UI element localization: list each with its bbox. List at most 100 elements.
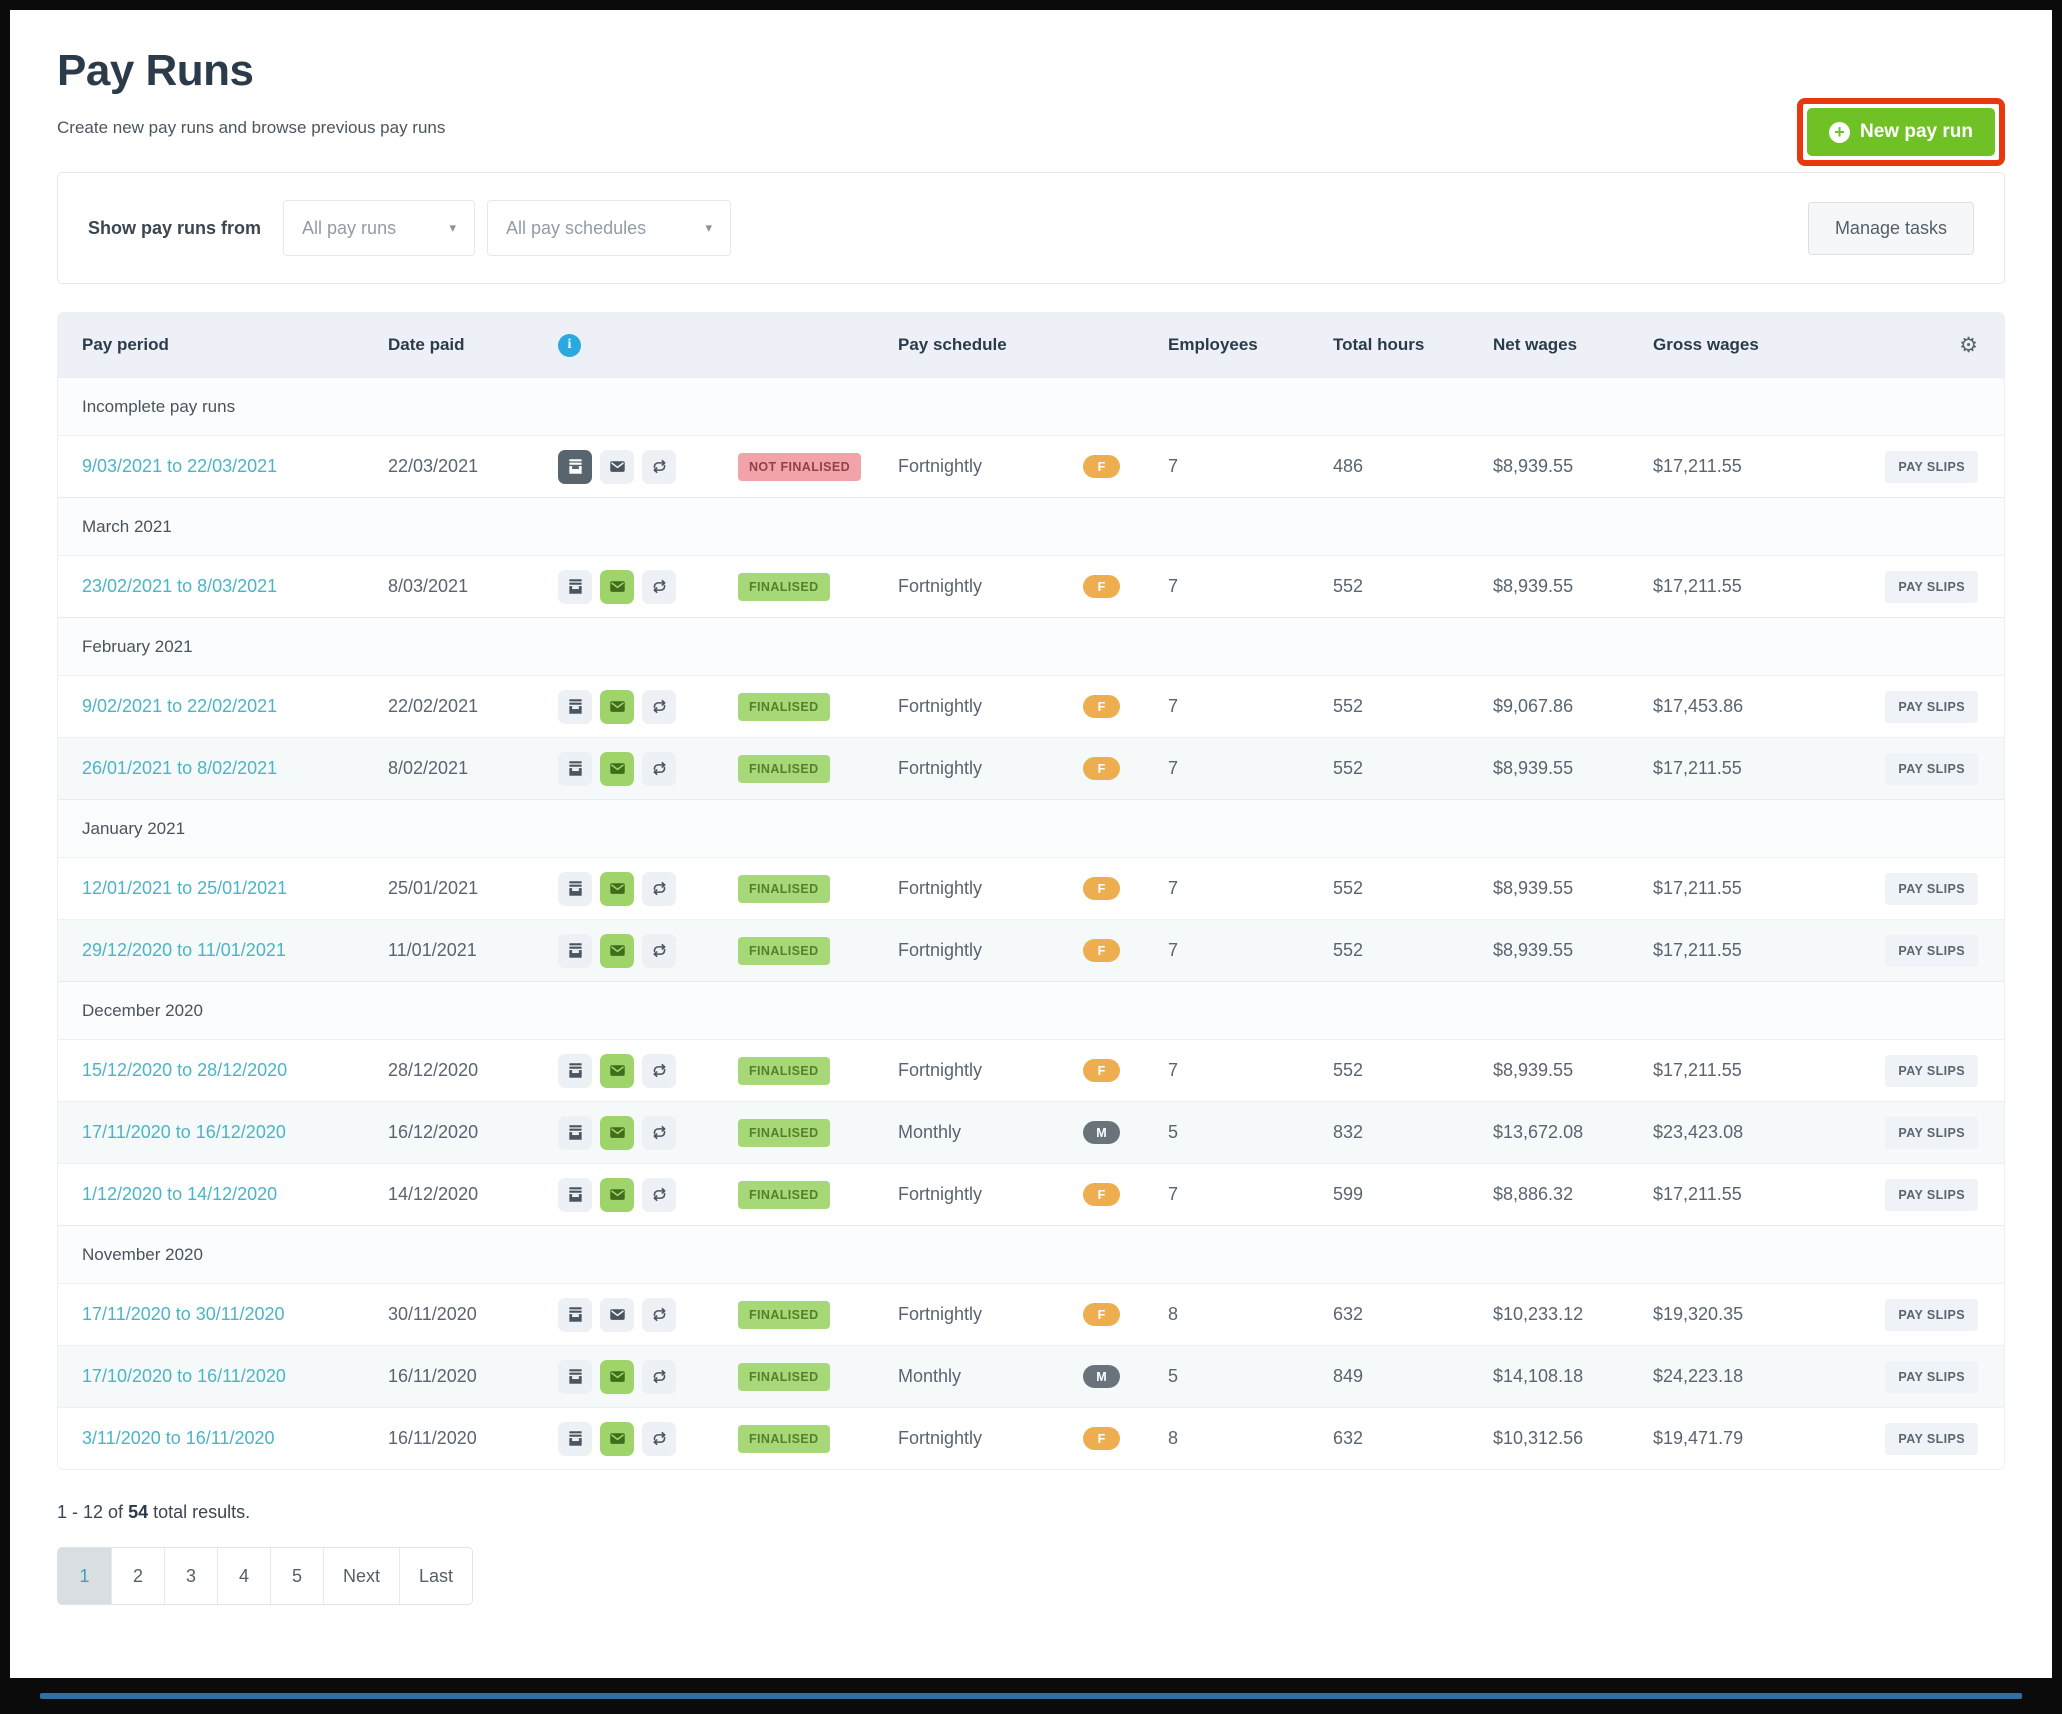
pay-slips-button[interactable]: PAY SLIPS (1885, 1178, 1978, 1211)
date-paid: 22/03/2021 (388, 456, 479, 476)
page-button-1[interactable]: 1 (58, 1548, 111, 1604)
journal-icon[interactable] (558, 449, 592, 484)
envelope-icon[interactable] (600, 1421, 634, 1456)
row-action-icons (558, 933, 676, 968)
envelope-icon[interactable] (600, 871, 634, 906)
pay-slips-button[interactable]: PAY SLIPS (1885, 690, 1978, 723)
refresh-icon[interactable] (642, 689, 676, 724)
envelope-icon[interactable] (600, 933, 634, 968)
envelope-icon[interactable] (600, 751, 634, 786)
refresh-icon[interactable] (642, 1053, 676, 1088)
pay-runs-filter-dropdown[interactable]: All pay runs ▾ (283, 200, 476, 256)
journal-icon[interactable] (558, 871, 592, 906)
col-date-paid: Date paid (388, 335, 465, 354)
total-hours: 552 (1333, 1060, 1364, 1080)
table-row: 29/12/2020 to 11/01/2021 11/01/2021 FINALI… (58, 919, 2004, 981)
row-action-icons (558, 1421, 676, 1456)
manage-tasks-button[interactable]: Manage tasks (1807, 201, 1974, 255)
table-header-row: Pay period Date paid i Pay schedule Empl… (58, 313, 2004, 377)
pay-period-link[interactable]: 17/10/2020 to 16/11/2020 (82, 1366, 286, 1386)
pay-schedules-filter-dropdown[interactable]: All pay schedules ▾ (487, 200, 732, 256)
gross-wages: $19,471.79 (1653, 1428, 1744, 1448)
pay-period-link[interactable]: 23/02/2021 to 8/03/2021 (82, 576, 278, 596)
refresh-icon[interactable] (642, 1359, 676, 1394)
pay-slips-button[interactable]: PAY SLIPS (1885, 1054, 1978, 1087)
envelope-icon[interactable] (600, 689, 634, 724)
page-button-5[interactable]: 5 (270, 1548, 323, 1604)
pay-period-link[interactable]: 17/11/2020 to 16/12/2020 (82, 1122, 286, 1142)
pay-period-link[interactable]: 9/02/2021 to 22/02/2021 (82, 696, 278, 716)
gross-wages: $23,423.08 (1653, 1122, 1744, 1142)
net-wages: $8,939.55 (1493, 456, 1574, 476)
employees-count: 7 (1168, 1060, 1179, 1080)
pay-slips-button[interactable]: PAY SLIPS (1885, 1422, 1978, 1455)
refresh-icon[interactable] (642, 1115, 676, 1150)
pay-slips-button[interactable]: PAY SLIPS (1885, 752, 1978, 785)
total-hours: 849 (1333, 1366, 1364, 1386)
journal-icon[interactable] (558, 1297, 592, 1332)
pay-slips-button[interactable]: PAY SLIPS (1885, 1360, 1978, 1393)
envelope-icon[interactable] (600, 1177, 634, 1212)
pay-period-link[interactable]: 3/11/2020 to 16/11/2020 (82, 1428, 275, 1448)
next-page-button[interactable]: Next (323, 1548, 400, 1604)
pay-slips-button[interactable]: PAY SLIPS (1885, 934, 1978, 967)
refresh-icon[interactable] (642, 751, 676, 786)
page-button-4[interactable]: 4 (217, 1548, 270, 1604)
envelope-icon[interactable] (600, 449, 634, 484)
envelope-icon[interactable] (600, 1053, 634, 1088)
last-page-button[interactable]: Last (399, 1548, 473, 1604)
new-pay-run-button[interactable]: + New pay run (1807, 108, 1995, 156)
pay-slips-button[interactable]: PAY SLIPS (1885, 1298, 1978, 1331)
pay-schedules-filter-value: All pay schedules (506, 217, 647, 238)
envelope-icon[interactable] (600, 569, 634, 604)
journal-icon[interactable] (558, 751, 592, 786)
refresh-icon[interactable] (642, 1297, 676, 1332)
envelope-icon[interactable] (600, 1297, 634, 1332)
pay-period-link[interactable]: 17/11/2020 to 30/11/2020 (82, 1304, 285, 1324)
schedule-code-pill: M (1083, 1121, 1120, 1144)
total-hours: 552 (1333, 940, 1364, 960)
schedule-code-pill: F (1083, 1303, 1120, 1326)
refresh-icon[interactable] (642, 933, 676, 968)
envelope-icon[interactable] (600, 1115, 634, 1150)
total-hours: 832 (1333, 1122, 1364, 1142)
journal-icon[interactable] (558, 689, 592, 724)
refresh-icon[interactable] (642, 449, 676, 484)
gear-icon[interactable]: ⚙ (1959, 333, 1978, 357)
net-wages: $8,939.55 (1493, 758, 1574, 778)
total-hours: 599 (1333, 1184, 1364, 1204)
refresh-icon[interactable] (642, 871, 676, 906)
journal-icon[interactable] (558, 1177, 592, 1212)
page-button-3[interactable]: 3 (164, 1548, 217, 1604)
envelope-icon[interactable] (600, 1359, 634, 1394)
date-paid: 22/02/2021 (388, 696, 479, 716)
journal-icon[interactable] (558, 1115, 592, 1150)
refresh-icon[interactable] (642, 569, 676, 604)
journal-icon[interactable] (558, 1359, 592, 1394)
journal-icon[interactable] (558, 933, 592, 968)
journal-icon[interactable] (558, 1421, 592, 1456)
net-wages: $14,108.18 (1493, 1366, 1584, 1386)
refresh-icon[interactable] (642, 1177, 676, 1212)
net-wages: $10,233.12 (1493, 1304, 1584, 1324)
pay-period-link[interactable]: 9/03/2021 to 22/03/2021 (82, 456, 278, 476)
section-label: Incomplete pay runs (82, 396, 236, 416)
net-wages: $8,939.55 (1493, 878, 1574, 898)
pay-period-link[interactable]: 26/01/2021 to 8/02/2021 (82, 758, 278, 778)
pay-slips-button[interactable]: PAY SLIPS (1885, 450, 1978, 483)
employees-count: 8 (1168, 1304, 1179, 1324)
pay-slips-button[interactable]: PAY SLIPS (1885, 1116, 1978, 1149)
journal-icon[interactable] (558, 569, 592, 604)
annotation-highlight-box: + New pay run (1797, 98, 2005, 166)
pay-period-link[interactable]: 12/01/2021 to 25/01/2021 (82, 878, 288, 898)
page-button-2[interactable]: 2 (111, 1548, 164, 1604)
pay-slips-button[interactable]: PAY SLIPS (1885, 570, 1978, 603)
refresh-icon[interactable] (642, 1421, 676, 1456)
pay-runs-rows: Incomplete pay runs 9/03/2021 to 22/03/20… (58, 377, 2004, 1469)
pay-period-link[interactable]: 1/12/2020 to 14/12/2020 (82, 1184, 278, 1204)
pay-period-link[interactable]: 15/12/2020 to 28/12/2020 (82, 1060, 288, 1080)
pay-slips-button[interactable]: PAY SLIPS (1885, 872, 1978, 905)
journal-icon[interactable] (558, 1053, 592, 1088)
pay-period-link[interactable]: 29/12/2020 to 11/01/2021 (82, 940, 286, 960)
info-icon[interactable]: i (558, 333, 581, 357)
